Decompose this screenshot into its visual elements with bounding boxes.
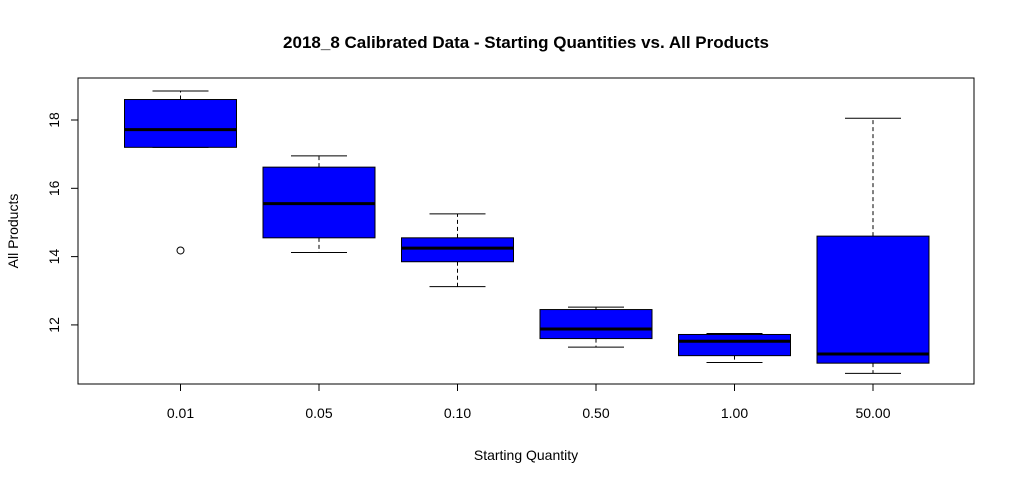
x-tick-label: 0.10 xyxy=(444,405,471,421)
y-tick-label: 12 xyxy=(46,317,62,333)
y-axis: 12 14 16 18 xyxy=(46,112,79,333)
iqr-box xyxy=(401,237,514,263)
box-0.05 xyxy=(262,155,376,254)
box-1.00 xyxy=(678,332,791,363)
outlier-point xyxy=(176,246,185,255)
x-axis-label: Starting Quantity xyxy=(474,447,578,463)
box-series xyxy=(124,90,930,374)
y-tick-label: 18 xyxy=(46,112,62,128)
chart-title: 2018_8 Calibrated Data - Starting Quanti… xyxy=(283,33,769,52)
x-tick-label: 50.00 xyxy=(855,405,890,421)
box-50.00 xyxy=(816,117,930,374)
box-0.50 xyxy=(539,306,653,348)
y-axis-label: All Products xyxy=(5,194,21,269)
box-0.10 xyxy=(401,213,514,288)
iqr-box xyxy=(539,309,653,340)
x-axis: 0.01 0.05 0.10 0.50 1.00 50.00 xyxy=(167,383,891,421)
x-tick-label: 1.00 xyxy=(721,405,748,421)
iqr-box xyxy=(678,333,791,357)
y-tick-label: 14 xyxy=(46,249,62,265)
iqr-box xyxy=(816,235,930,364)
y-tick-label: 16 xyxy=(46,180,62,196)
box-0.01 xyxy=(124,90,237,255)
x-tick-label: 0.50 xyxy=(582,405,609,421)
x-tick-label: 0.05 xyxy=(305,405,332,421)
x-tick-label: 0.01 xyxy=(167,405,194,421)
iqr-box xyxy=(124,99,237,148)
